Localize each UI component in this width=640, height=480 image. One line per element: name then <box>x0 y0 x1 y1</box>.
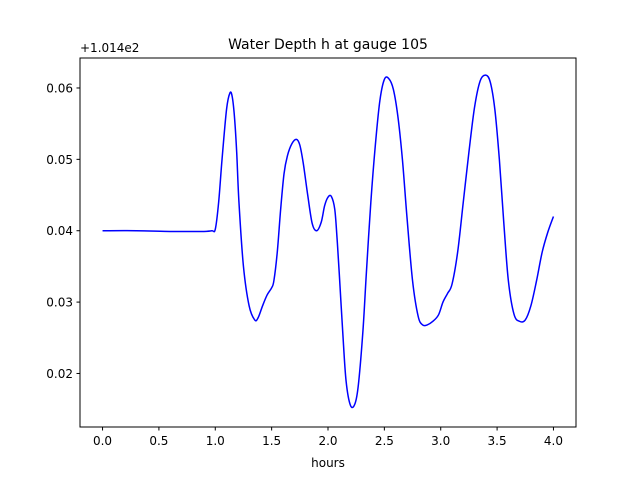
y-tick-label: 0.05 <box>46 153 73 167</box>
x-tick-label: 0.5 <box>149 434 168 448</box>
x-tick-label: 1.5 <box>262 434 281 448</box>
x-tick-label: 2.0 <box>318 434 337 448</box>
x-tick-label: 0.0 <box>93 434 112 448</box>
y-axis: 0.02 0.03 0.04 0.05 0.06 <box>46 81 80 381</box>
x-tick-label: 3.0 <box>431 434 450 448</box>
y-offset-label: +1.014e2 <box>80 41 139 55</box>
x-tick-label: 3.5 <box>488 434 507 448</box>
x-tick-label: 4.0 <box>544 434 563 448</box>
chart-title: Water Depth h at gauge 105 <box>228 37 428 53</box>
y-tick-label: 0.04 <box>46 224 73 238</box>
series-layer <box>102 74 555 409</box>
series-line-0 <box>102 74 555 409</box>
x-axis: 0.0 0.5 1.0 1.5 2.0 2.5 3.0 3.5 4.0 <box>93 427 563 448</box>
x-tick-label: 1.0 <box>206 434 225 448</box>
x-tick-label: 2.5 <box>375 434 394 448</box>
y-tick-label: 0.03 <box>46 296 73 310</box>
y-tick-label: 0.06 <box>46 81 73 95</box>
x-axis-title: hours <box>311 456 345 470</box>
y-tick-label: 0.02 <box>46 367 73 381</box>
plot-frame <box>79 57 577 428</box>
